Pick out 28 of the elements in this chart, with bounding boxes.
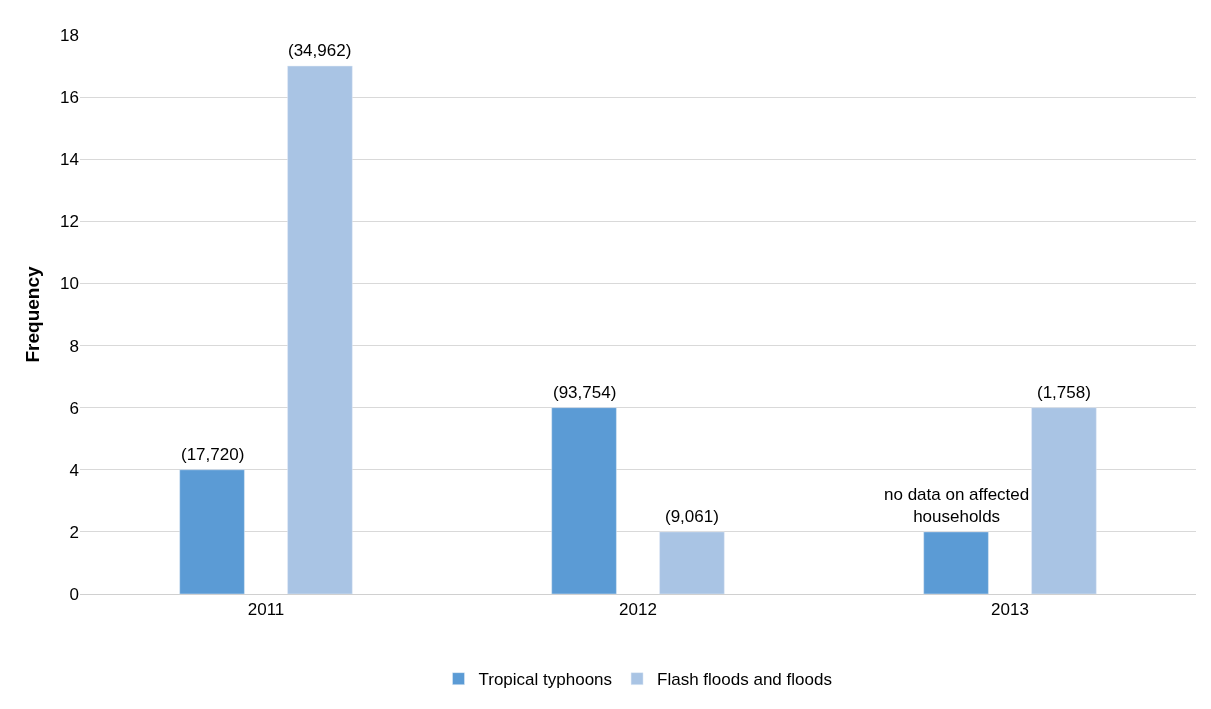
y-tick-label: 18 — [60, 25, 79, 45]
annotation: (17,720) — [181, 445, 245, 464]
y-tick-label: 2 — [69, 522, 79, 542]
y-tick-label: 6 — [69, 398, 79, 418]
y-tick-label: 12 — [60, 212, 79, 232]
annotation: no data on affected households — [884, 485, 1030, 527]
annotation: (9,061) — [665, 507, 719, 526]
bar — [179, 469, 245, 594]
bar — [1031, 407, 1097, 594]
y-tick-label: 8 — [69, 336, 79, 356]
bar — [923, 531, 989, 594]
y-axis-title: Frequency — [21, 266, 43, 363]
x-tick-label: 2012 — [619, 600, 657, 620]
annotation: (93,754) — [553, 383, 617, 402]
y-tick-label: 16 — [60, 88, 79, 108]
y-tick-label: 14 — [60, 150, 79, 170]
annotation: (34,962) — [288, 41, 352, 60]
bar — [659, 531, 725, 594]
legend-label: Flash floods and floods — [657, 670, 832, 690]
annotation: (1,758) — [1037, 383, 1091, 402]
x-tick-label: 2011 — [247, 600, 285, 620]
y-tick-label: 4 — [69, 460, 79, 480]
y-tick-label: 0 — [69, 584, 79, 604]
x-tick-label: 2013 — [991, 600, 1029, 620]
y-tick-label: 10 — [60, 274, 79, 294]
legend-label: Tropical typhoons — [478, 670, 613, 690]
bar — [551, 407, 617, 594]
bar — [287, 65, 353, 594]
